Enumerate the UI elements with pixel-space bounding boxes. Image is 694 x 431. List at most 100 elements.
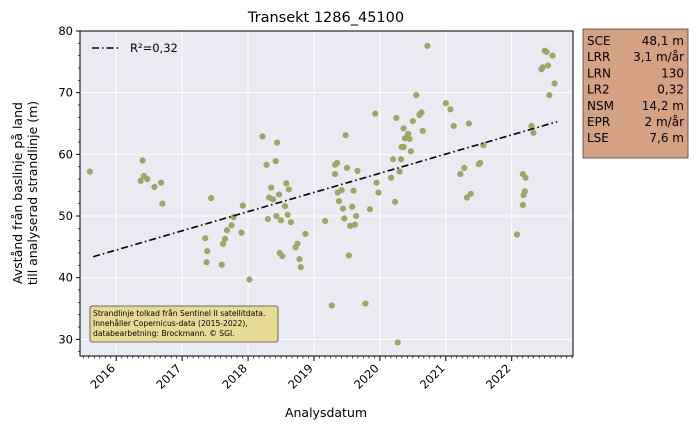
x-tick-label: 2021 [417, 361, 448, 392]
data-point [203, 259, 210, 266]
legend-entry: R²=0,32 [130, 41, 178, 55]
statistics-box: SCE 48,1 m LRR 3,1 m/år LRN 130 LR2 0,32 NSM 14,2… [582, 28, 689, 159]
data-point [442, 100, 449, 107]
y-tick-label: 70 [58, 86, 73, 100]
data-point [480, 141, 487, 149]
data-point [335, 198, 343, 205]
data-point [389, 156, 397, 163]
stat-value-epr: 2 m/år [645, 115, 685, 129]
stat-value-lr2: 0,32 [657, 83, 684, 97]
note-line-2: Innehåller Copernicus-data (2015-2022), [93, 319, 248, 328]
data-point [521, 188, 528, 195]
data-point [202, 235, 209, 242]
data-point [342, 132, 349, 139]
data-point [322, 217, 329, 225]
legend: R²=0,32 [92, 41, 178, 55]
y-axis-label-line-1: Avstånd från baslinje på land [10, 102, 25, 284]
data-point [391, 198, 399, 205]
x-axis-ticks: 2016 2017 2018 2019 2020 2021 2022 [87, 356, 514, 392]
data-point [353, 212, 360, 220]
data-point [204, 248, 211, 255]
data-point [281, 203, 289, 210]
data-point [522, 174, 529, 181]
data-point [354, 167, 361, 175]
data-source-note: Strandlinje tolkad från Sentinel II sate… [89, 305, 279, 343]
data-point [239, 202, 246, 209]
data-point [263, 161, 270, 168]
data-point [476, 159, 484, 167]
y-axis-label: Avstånd från baslinje på land till analy… [10, 101, 40, 285]
data-point [519, 201, 527, 209]
data-point [461, 164, 468, 172]
stat-value-lrn: 130 [661, 66, 684, 80]
data-point [397, 156, 405, 163]
data-point [285, 186, 293, 193]
note-box [89, 305, 279, 343]
y-tick-label: 80 [58, 24, 73, 38]
data-point [396, 168, 403, 175]
stats-box-background [582, 28, 689, 159]
data-point [277, 217, 285, 224]
x-tick-label: 2022 [483, 361, 514, 392]
y-axis-label-line-2: till analyserad strandlinje (m) [25, 101, 40, 285]
data-point [208, 195, 215, 202]
y-tick-label: 30 [58, 332, 73, 346]
data-point [467, 190, 474, 197]
data-point [275, 191, 283, 198]
data-point [350, 187, 357, 194]
data-point [144, 175, 151, 183]
data-point [418, 109, 425, 116]
data-point [270, 196, 277, 203]
data-point [302, 230, 309, 237]
data-point [372, 110, 379, 117]
data-point [465, 120, 472, 127]
data-point [264, 215, 271, 223]
chart-title: Transekt 1286_45100 [247, 10, 404, 26]
x-tick-label: 2020 [351, 361, 382, 392]
data-point [375, 189, 382, 196]
data-point [419, 127, 426, 135]
stat-key-lr2: LR2 [587, 83, 610, 97]
data-point [273, 139, 281, 146]
data-point [400, 143, 407, 151]
data-point [424, 42, 431, 49]
x-tick-label: 2018 [219, 361, 250, 392]
data-point [349, 203, 356, 210]
plot-area [80, 31, 573, 356]
data-points [86, 42, 558, 346]
data-point [276, 249, 283, 257]
data-point [331, 170, 339, 178]
data-point [228, 222, 235, 229]
data-point [463, 194, 470, 201]
data-point [157, 179, 165, 186]
stat-key-lrn: LRN [587, 66, 611, 80]
data-point [328, 302, 335, 309]
plot-frame [79, 30, 574, 357]
data-point [139, 157, 146, 164]
data-point [450, 122, 457, 130]
y-tick-label: 60 [58, 147, 73, 161]
data-point [338, 187, 345, 194]
data-point [447, 106, 454, 113]
note-line-3: databearbetning: Brockmann. © SGI. [93, 329, 235, 338]
data-point [345, 252, 353, 259]
data-point [273, 212, 280, 220]
y-tick-label: 40 [58, 271, 73, 285]
data-point [151, 183, 158, 191]
x-axis-label: Analysdatum [285, 405, 367, 420]
data-point [333, 159, 341, 167]
data-point [296, 256, 303, 263]
data-point [457, 170, 464, 178]
data-point [409, 117, 416, 125]
data-point [343, 164, 351, 172]
x-tick-label: 2019 [285, 361, 316, 392]
stat-key-nsm: NSM [587, 99, 614, 113]
stat-value-sce: 48,1 m [642, 34, 684, 48]
data-point [341, 215, 348, 222]
data-point [283, 180, 290, 187]
data-point [546, 92, 553, 99]
data-point [551, 80, 558, 87]
data-point [393, 114, 400, 122]
stat-value-lrr: 3,1 m/år [633, 50, 684, 64]
